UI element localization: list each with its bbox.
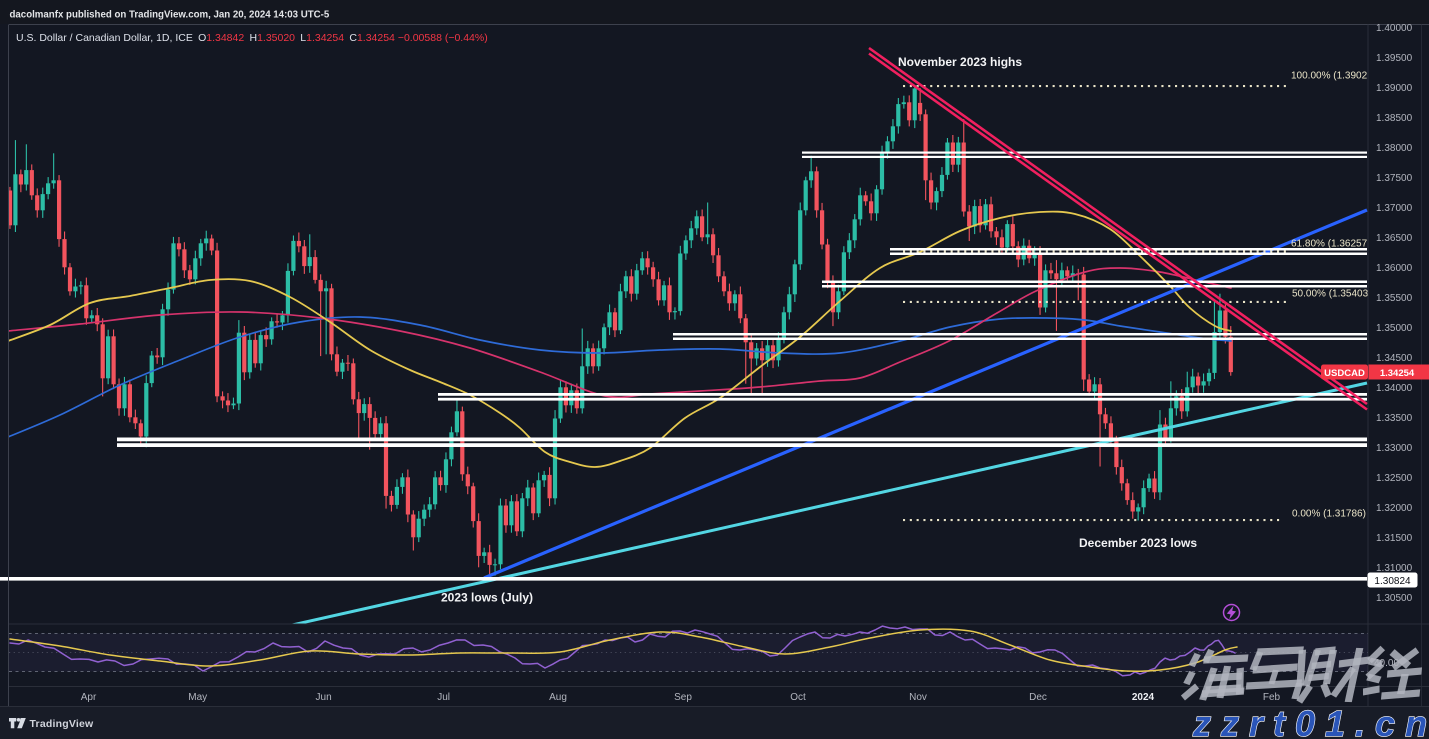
svg-text:40.00: 40.00 — [1374, 658, 1399, 669]
svg-text:1.40000: 1.40000 — [1376, 23, 1413, 34]
svg-text:1.38500: 1.38500 — [1376, 113, 1413, 124]
svg-text:1.34500: 1.34500 — [1376, 353, 1413, 364]
svg-text:zzrt01.cn: zzrt01.cn — [1192, 703, 1429, 739]
svg-text:1.35000: 1.35000 — [1376, 323, 1413, 334]
svg-text:TradingView: TradingView — [30, 718, 94, 730]
svg-text:USDCAD: USDCAD — [1324, 368, 1365, 379]
svg-text:1.30824: 1.30824 — [1374, 576, 1411, 587]
svg-text:1.30500: 1.30500 — [1376, 593, 1413, 604]
svg-text:1.32500: 1.32500 — [1376, 473, 1413, 484]
svg-text:1.37000: 1.37000 — [1376, 203, 1413, 214]
svg-text:2024: 2024 — [1132, 692, 1155, 703]
svg-text:2023 lows (July): 2023 lows (July) — [441, 591, 533, 605]
svg-text:1.38000: 1.38000 — [1376, 143, 1413, 154]
svg-text:Oct: Oct — [790, 692, 806, 703]
svg-text:61.80% (1.36257: 61.80% (1.36257 — [1291, 239, 1368, 250]
svg-text:1.31000: 1.31000 — [1376, 563, 1413, 574]
svg-text:0.00% (1.31786): 0.00% (1.31786) — [1292, 509, 1366, 520]
svg-text:May: May — [188, 692, 207, 703]
svg-text:U.S. Dollar / Canadian Dollar,: U.S. Dollar / Canadian Dollar, 1D, ICE O… — [16, 32, 488, 44]
svg-text:1.34000: 1.34000 — [1376, 383, 1413, 394]
svg-text:1.36000: 1.36000 — [1376, 263, 1413, 274]
svg-text:1.39500: 1.39500 — [1376, 53, 1413, 64]
svg-text:Dec: Dec — [1029, 692, 1047, 703]
svg-text:November 2023 highs: November 2023 highs — [898, 55, 1022, 69]
svg-text:Apr: Apr — [81, 692, 97, 703]
svg-text:1.34254: 1.34254 — [1380, 368, 1415, 379]
svg-text:Nov: Nov — [909, 692, 927, 703]
svg-text:Jun: Jun — [316, 692, 332, 703]
svg-text:1.33500: 1.33500 — [1376, 413, 1413, 424]
svg-text:1.37500: 1.37500 — [1376, 173, 1413, 184]
svg-text:1.39000: 1.39000 — [1376, 83, 1413, 94]
svg-text:50.00% (1.35403: 50.00% (1.35403 — [1292, 289, 1369, 300]
svg-text:Aug: Aug — [549, 692, 567, 703]
svg-text:1.32000: 1.32000 — [1376, 503, 1413, 514]
svg-text:December 2023 lows: December 2023 lows — [1079, 536, 1197, 550]
svg-text:100.00% (1.3902: 100.00% (1.3902 — [1291, 71, 1368, 82]
svg-text:Sep: Sep — [674, 692, 692, 703]
svg-text:1.33000: 1.33000 — [1376, 443, 1413, 454]
svg-text:Jul: Jul — [437, 692, 450, 703]
svg-text:1.36500: 1.36500 — [1376, 233, 1413, 244]
svg-text:1.31500: 1.31500 — [1376, 533, 1413, 544]
svg-text:dacolmanfx published on Tradin: dacolmanfx published on TradingView.com,… — [10, 10, 330, 21]
svg-text:1.35500: 1.35500 — [1376, 293, 1413, 304]
svg-text:Feb: Feb — [1263, 692, 1281, 703]
